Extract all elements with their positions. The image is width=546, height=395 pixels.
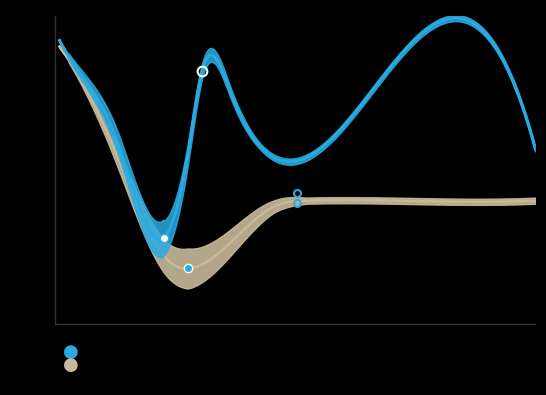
Text: ●: ● (63, 356, 79, 374)
Text: ●: ● (63, 343, 79, 361)
